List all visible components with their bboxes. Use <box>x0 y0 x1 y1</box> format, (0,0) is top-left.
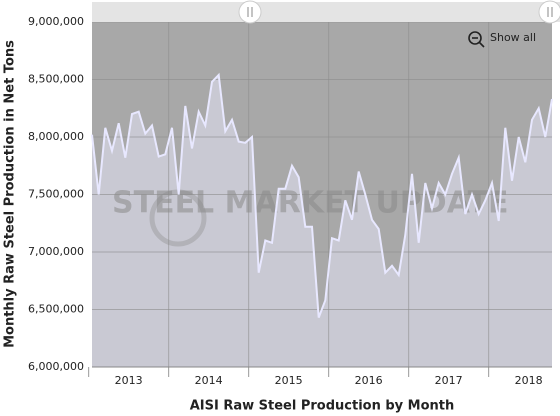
y-tick-label: 7,500,000 <box>28 188 84 201</box>
y-tick-label: 6,500,000 <box>28 303 84 316</box>
navigator-handle <box>538 0 560 24</box>
area <box>92 74 552 368</box>
y-tick-label: 7,000,000 <box>28 245 84 258</box>
zoom-icon-handle <box>478 41 485 48</box>
show-all-button[interactable]: Show all <box>468 31 536 48</box>
navigator-handle <box>238 0 262 24</box>
watermark: STEEL MARKET UPDATE <box>112 186 509 221</box>
x-tick-label: 2017 <box>435 374 463 387</box>
x-tick-label: 2014 <box>195 374 223 387</box>
line <box>91 72 553 318</box>
x-axis-title: AISI Raw Steel Production by Month <box>190 399 455 414</box>
y-tick-label: 8,000,000 <box>28 130 84 143</box>
x-tick-label: 2013 <box>115 374 143 387</box>
zoom-icon <box>468 31 482 45</box>
x-tick-label: 2015 <box>275 374 303 387</box>
y-axis-title: Monthly Raw Steel Production in Net Tons <box>3 40 18 348</box>
x-tick-label: 2016 <box>355 374 383 387</box>
show-all-label: Show all <box>490 31 536 44</box>
y-tick-label: 9,000,000 <box>28 15 84 28</box>
y-tick-label: 8,500,000 <box>28 73 84 86</box>
x-tick-label: 2018 <box>515 374 543 387</box>
y-tick-label: 6,000,000 <box>28 360 84 373</box>
navigator <box>92 2 560 22</box>
